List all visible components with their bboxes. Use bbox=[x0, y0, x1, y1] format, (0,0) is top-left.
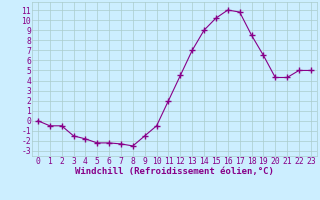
X-axis label: Windchill (Refroidissement éolien,°C): Windchill (Refroidissement éolien,°C) bbox=[75, 167, 274, 176]
